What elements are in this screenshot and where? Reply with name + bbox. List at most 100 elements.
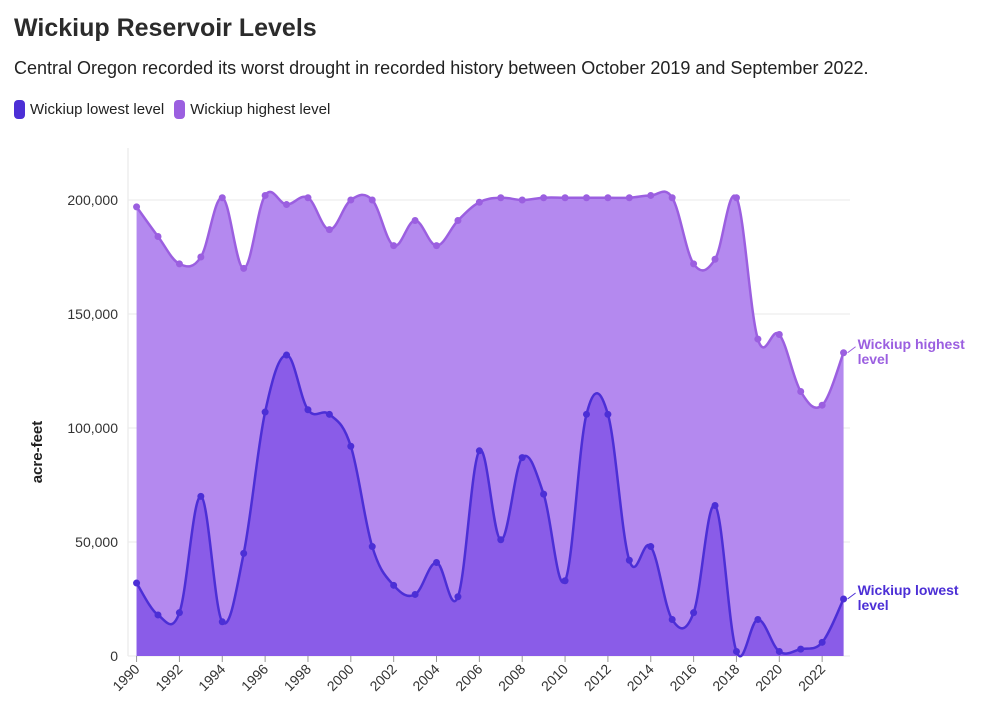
x-tick-label: 2000 [324,661,357,694]
legend-item-highest[interactable]: Wickiup highest level [174,100,330,119]
lowest-point [475,447,483,455]
highest-point [283,201,291,209]
highest-point [133,203,141,211]
highest-point [840,349,848,357]
x-tick-label: 2002 [366,661,399,694]
lowest-end-label: Wickiup lowest [858,582,959,598]
highest-point [325,226,333,234]
highest-point [368,196,376,204]
lowest-point [561,577,569,585]
highest-point [797,388,805,396]
x-tick-label: 1992 [152,661,185,694]
lowest-point [325,410,333,418]
lowest-end-label: level [858,597,889,613]
lowest-point [261,408,269,416]
x-tick-label: 2016 [666,661,699,694]
lowest-point [797,645,805,653]
highest-point [475,198,483,206]
lowest-point [133,579,141,587]
highest-point [433,242,441,250]
lowest-point [732,647,740,655]
lowest-point [433,559,441,567]
lowest-end-label-connector [847,592,856,600]
lowest-area [136,355,844,657]
highest-point [261,191,269,199]
lowest-point [154,611,162,619]
x-tick-label: 2008 [495,661,528,694]
highest-point [390,242,398,250]
lowest-point [690,609,698,617]
highest-point [411,217,419,225]
highest-point [240,264,248,272]
highest-point [690,260,698,268]
lowest-point [454,593,462,601]
x-tick-label: 2014 [624,661,657,694]
legend-item-lowest[interactable]: Wickiup lowest level [14,100,164,119]
y-tick-label: 200,000 [67,192,118,208]
highest-end-label: Wickiup highest [858,336,966,352]
y-tick-label: 0 [110,648,118,664]
highest-point [518,196,526,204]
x-tick-label: 2010 [538,661,571,694]
lowest-point [175,609,183,617]
lowest-point [711,502,719,510]
chart-title: Wickiup Reservoir Levels [14,14,317,42]
lowest-point [754,616,762,624]
lowest-point [668,616,676,624]
highest-point [775,331,783,339]
lowest-point [518,454,526,462]
legend-label-lowest: Wickiup lowest level [30,101,165,118]
highest-point [604,194,612,202]
lowest-point [368,543,376,551]
highest-point [497,194,505,202]
x-tick-label: 1990 [109,661,142,694]
x-tick-label: 2012 [581,661,614,694]
x-tick-label: 2006 [452,661,485,694]
lowest-point [411,590,419,598]
highest-end-label-connector [847,346,856,354]
chart-subtitle: Central Oregon recorded its worst drough… [14,58,869,78]
x-tick-label: 2022 [795,661,828,694]
legend-swatch-lowest [14,100,25,119]
highest-point [175,260,183,268]
highest-point [732,194,740,202]
lowest-point [647,543,655,551]
highest-point [154,232,162,240]
lowest-point [218,618,226,626]
highest-point [668,194,676,202]
y-tick-label: 150,000 [67,306,118,322]
highest-point [197,253,205,261]
x-tick-label: 1998 [281,661,314,694]
lowest-point [625,556,633,564]
lowest-point [604,410,612,418]
highest-point [647,191,655,199]
highest-point [561,194,569,202]
highest-point [347,196,355,204]
y-tick-label: 100,000 [67,420,118,436]
highest-end-label: level [858,351,889,367]
highest-point [582,194,590,202]
lowest-point [240,549,248,557]
legend-label-highest: Wickiup highest level [190,101,331,118]
highest-point [454,217,462,225]
y-axis-label: acre-feet [29,421,46,484]
highest-point [818,401,826,409]
chart-legend: Wickiup lowest level Wickiup highest lev… [14,100,330,119]
lowest-point [304,406,312,414]
x-tick-label: 2020 [752,661,785,694]
lowest-point [775,647,783,655]
lowest-point [582,410,590,418]
x-tick-label: 1994 [195,661,228,694]
highest-point [754,335,762,343]
legend-swatch-highest [174,100,186,119]
x-tick-label: 1996 [238,661,271,694]
highest-point [218,194,226,202]
highest-point [304,194,312,202]
lowest-point [283,351,291,359]
highest-point [625,194,633,202]
lowest-point [840,595,848,603]
lowest-point [197,492,205,500]
lowest-point [818,638,826,646]
highest-point [540,194,548,202]
